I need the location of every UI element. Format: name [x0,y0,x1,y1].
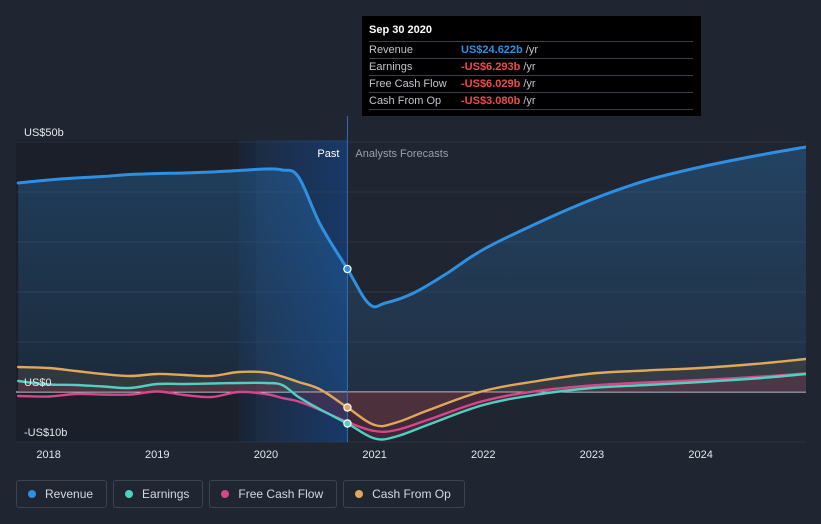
legend-label: Cash From Op [372,487,451,501]
cash-from-op-line [17,357,806,428]
tooltip: Sep 30 2020 Revenue US$24.622b /yr Earni… [362,16,701,116]
tooltip-unit: /yr [523,95,536,107]
tooltip-row-cash-from-op: Cash From Op -US$3.080b /yr [369,92,693,110]
tooltip-label: Free Cash Flow [369,78,447,90]
earnings-marker [343,419,352,428]
tooltip-unit: /yr [523,78,536,90]
x-tick-label: 2019 [145,449,169,461]
tooltip-date: Sep 30 2020 [369,24,432,36]
free-cash-flow-line [17,372,806,434]
revenue-marker [343,264,352,274]
legend-item-revenue[interactable]: Revenue [16,480,108,508]
tooltip-label: Cash From Op [369,95,442,107]
y-tick-label: US$0 [24,377,52,389]
legend-dot-icon [28,490,36,498]
y-tick-label: US$50b [24,127,64,139]
x-tick-label: 2020 [254,449,278,461]
x-tick-label: 2022 [471,449,495,461]
tooltip-value: -US$3.080b [461,95,521,107]
legend-label: Free Cash Flow [238,487,324,501]
legend-item-free-cash-flow[interactable]: Free Cash Flow [209,480,338,508]
legend-label: Revenue [45,487,94,501]
legend-dot-icon [355,490,364,498]
earnings-area [18,374,806,440]
tooltip-row-free-cash-flow: Free Cash Flow -US$6.029b /yr [369,75,693,92]
tooltip-label: Revenue [369,44,414,56]
forecast-label: Analysts Forecasts [355,148,448,160]
tooltip-unit: /yr [525,44,538,56]
legend-dot-icon [125,490,134,498]
legend-dot-icon [221,490,230,498]
legend-item-earnings[interactable]: Earnings [113,480,204,508]
earnings-line [17,372,806,441]
legend: Revenue Earnings Free Cash Flow Cash Fro… [16,480,465,508]
tooltip-value: -US$6.029b [461,78,521,90]
x-tick-label: 2023 [580,449,604,461]
legend-item-cash-from-op[interactable]: Cash From Op [343,480,465,508]
legend-label: Earnings [142,487,190,501]
tooltip-row-earnings: Earnings -US$6.293b /yr [369,58,693,75]
x-tick-label: 2024 [688,449,712,461]
x-tick-label: 2021 [362,449,386,461]
revenue-line [16,145,806,309]
past-label: Past [317,148,339,160]
x-tick-label: 2018 [36,449,60,461]
revenue-area [18,147,806,392]
tooltip-label: Earnings [369,61,413,73]
tooltip-unit: /yr [523,61,536,73]
y-tick-label: -US$10b [24,427,67,439]
tooltip-value: -US$6.293b [461,61,521,73]
tooltip-row-revenue: Revenue US$24.622b /yr [369,41,693,58]
chart: US$50b US$0 -US$10b 2018 2019 2020 2021 2022 202… [16,116,806,461]
tooltip-value: US$24.622b [461,44,523,56]
cash-from-op-marker [343,403,352,412]
